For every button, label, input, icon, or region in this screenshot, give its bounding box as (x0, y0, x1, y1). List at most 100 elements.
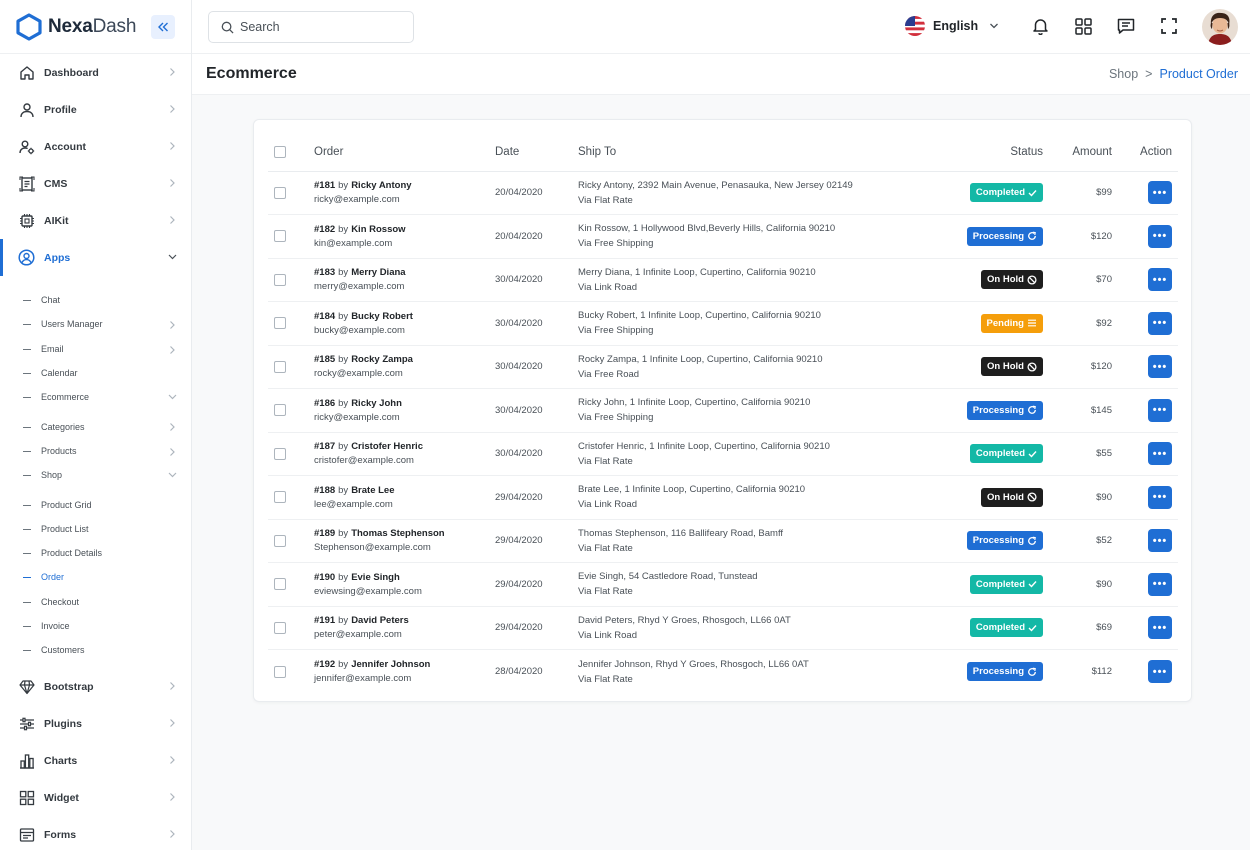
row-checkbox[interactable] (274, 534, 286, 547)
refresh-icon (1027, 231, 1037, 241)
user-avatar[interactable] (1202, 9, 1238, 45)
order-number[interactable]: #181 (314, 180, 336, 192)
row-checkbox[interactable] (274, 491, 286, 504)
sidebar-subitem-chat[interactable]: Chat (0, 288, 191, 312)
row-checkbox[interactable] (274, 578, 286, 591)
sidebar-subitem-products[interactable]: Products (0, 439, 191, 463)
order-number[interactable]: #183 (314, 267, 336, 279)
cell-order: #187 by Cristofer Henric cristofer@example.… (314, 432, 495, 476)
header-ship-to[interactable]: Ship To (578, 133, 923, 172)
order-title: #187 by Cristofer Henric (314, 441, 495, 452)
row-actions-button[interactable]: ••• (1148, 572, 1172, 596)
sidebar-subitem-order[interactable]: Order (0, 565, 191, 589)
header-status[interactable]: Status (923, 133, 1043, 172)
customer-email: cristofer@example.com (314, 455, 414, 467)
order-number[interactable]: #188 (314, 484, 336, 496)
order-date: 28/04/2020 (495, 666, 543, 677)
sidebar-item-charts[interactable]: Charts (0, 742, 191, 779)
fullscreen-icon[interactable] (1159, 16, 1179, 36)
order-number[interactable]: #186 (314, 397, 336, 409)
sidebar-item-profile[interactable]: Profile (0, 91, 191, 128)
row-actions-button[interactable]: ••• (1148, 224, 1172, 248)
order-date: 29/04/2020 (495, 562, 578, 607)
row-checkbox[interactable] (274, 230, 286, 243)
row-actions-button[interactable]: ••• (1148, 355, 1172, 379)
brand-name: NexaDash (48, 15, 137, 37)
order-number[interactable]: #190 (314, 571, 336, 583)
sidebar-subitem-product-list[interactable]: Product List (0, 517, 191, 541)
sidebar-item-cms[interactable]: CMS (0, 165, 191, 202)
order-amount: $55 (1043, 432, 1118, 476)
sidebar-item-forms[interactable]: Forms (0, 816, 191, 850)
row-actions-button[interactable]: ••• (1148, 529, 1172, 553)
row-actions-button[interactable]: ••• (1148, 660, 1172, 683)
message-icon[interactable] (1116, 16, 1136, 36)
customer-name: Cristofer Henric (351, 441, 423, 453)
sidebar-subitem-ecommerce[interactable]: Ecommerce (0, 385, 191, 409)
bell-icon[interactable] (1030, 16, 1050, 36)
row-actions-button[interactable]: ••• (1148, 268, 1172, 292)
row-checkbox[interactable] (274, 273, 286, 286)
sidebar-item-dashboard[interactable]: Dashboard (0, 54, 191, 91)
language-selector[interactable]: English (905, 16, 999, 36)
table-row: #183 by Merry Diana merry@example.com 30/04/… (268, 258, 1178, 302)
brand[interactable]: NexaDash (0, 0, 191, 54)
sidebar-subitem-calendar[interactable]: Calendar (0, 361, 191, 385)
order-title: #183 by Merry Diana (314, 267, 495, 278)
order-number[interactable]: #191 (314, 615, 336, 627)
chevron-right-icon (168, 141, 176, 151)
sidebar-subitem-invoice[interactable]: Invoice (0, 614, 191, 638)
sidebar-item-apps[interactable]: Apps (0, 239, 191, 276)
apps-grid-icon[interactable] (1073, 16, 1093, 36)
search-input[interactable] (240, 20, 400, 34)
sidebar-subitem-email[interactable]: Email (0, 337, 191, 361)
header-date[interactable]: Date (495, 133, 578, 172)
row-checkbox[interactable] (274, 404, 286, 417)
sidebar-subitem-product-details[interactable]: Product Details (0, 541, 191, 565)
sidebar-item-bootstrap[interactable]: Bootstrap (0, 668, 191, 705)
cell-status: Processing (923, 650, 1043, 694)
sidebar-subitem-shop[interactable]: Shop (0, 463, 191, 487)
order-number[interactable]: #182 (314, 223, 336, 235)
row-actions-button[interactable]: ••• (1148, 398, 1172, 422)
breadcrumb-shop[interactable]: Shop (1108, 67, 1139, 81)
row-checkbox[interactable] (274, 317, 286, 330)
row-checkbox[interactable] (274, 447, 286, 460)
ship-method: Via Link Road (578, 281, 637, 293)
order-number[interactable]: #184 (314, 310, 336, 322)
order-number[interactable]: #189 (314, 528, 336, 540)
row-actions-button[interactable]: ••• (1148, 616, 1172, 640)
sidebar-item-plugins[interactable]: Plugins (0, 705, 191, 742)
order-amount: $69 (1043, 606, 1118, 650)
chevron-right-icon (168, 67, 176, 77)
sidebar-item-label: Dashboard (44, 66, 99, 79)
row-checkbox[interactable] (274, 621, 286, 634)
order-number[interactable]: #192 (314, 659, 336, 670)
header-order[interactable]: Order (314, 133, 495, 172)
order-number[interactable]: #187 (314, 441, 336, 453)
search-icon (221, 21, 234, 34)
check-icon (1028, 580, 1037, 588)
search-box[interactable] (208, 11, 414, 43)
row-checkbox[interactable] (274, 186, 286, 199)
chevron-right-icon (168, 345, 176, 354)
sidebar-subitem-product-grid[interactable]: Product Grid (0, 492, 191, 516)
row-checkbox[interactable] (274, 360, 286, 373)
collapse-sidebar-button[interactable] (151, 15, 175, 39)
row-checkbox[interactable] (274, 665, 286, 678)
sidebar-item-aikit[interactable]: AIKit (0, 202, 191, 239)
sidebar-subitem-categories[interactable]: Categories (0, 414, 191, 438)
sidebar-item-account[interactable]: Account (0, 128, 191, 165)
header-amount[interactable]: Amount (1043, 133, 1118, 172)
sidebar-subitem-users-manager[interactable]: Users Manager (0, 312, 191, 336)
status-badge: Completed (969, 183, 1043, 203)
row-actions-button[interactable]: ••• (1148, 181, 1172, 205)
row-actions-button[interactable]: ••• (1148, 442, 1172, 466)
row-actions-button[interactable]: ••• (1148, 311, 1172, 335)
select-all-checkbox[interactable] (274, 145, 286, 158)
sidebar-subitem-customers[interactable]: Customers (0, 638, 191, 662)
order-number[interactable]: #185 (314, 354, 336, 366)
row-actions-button[interactable]: ••• (1148, 485, 1172, 509)
sidebar-subitem-checkout[interactable]: Checkout (0, 590, 191, 614)
sidebar-item-widget[interactable]: Widget (0, 779, 191, 816)
